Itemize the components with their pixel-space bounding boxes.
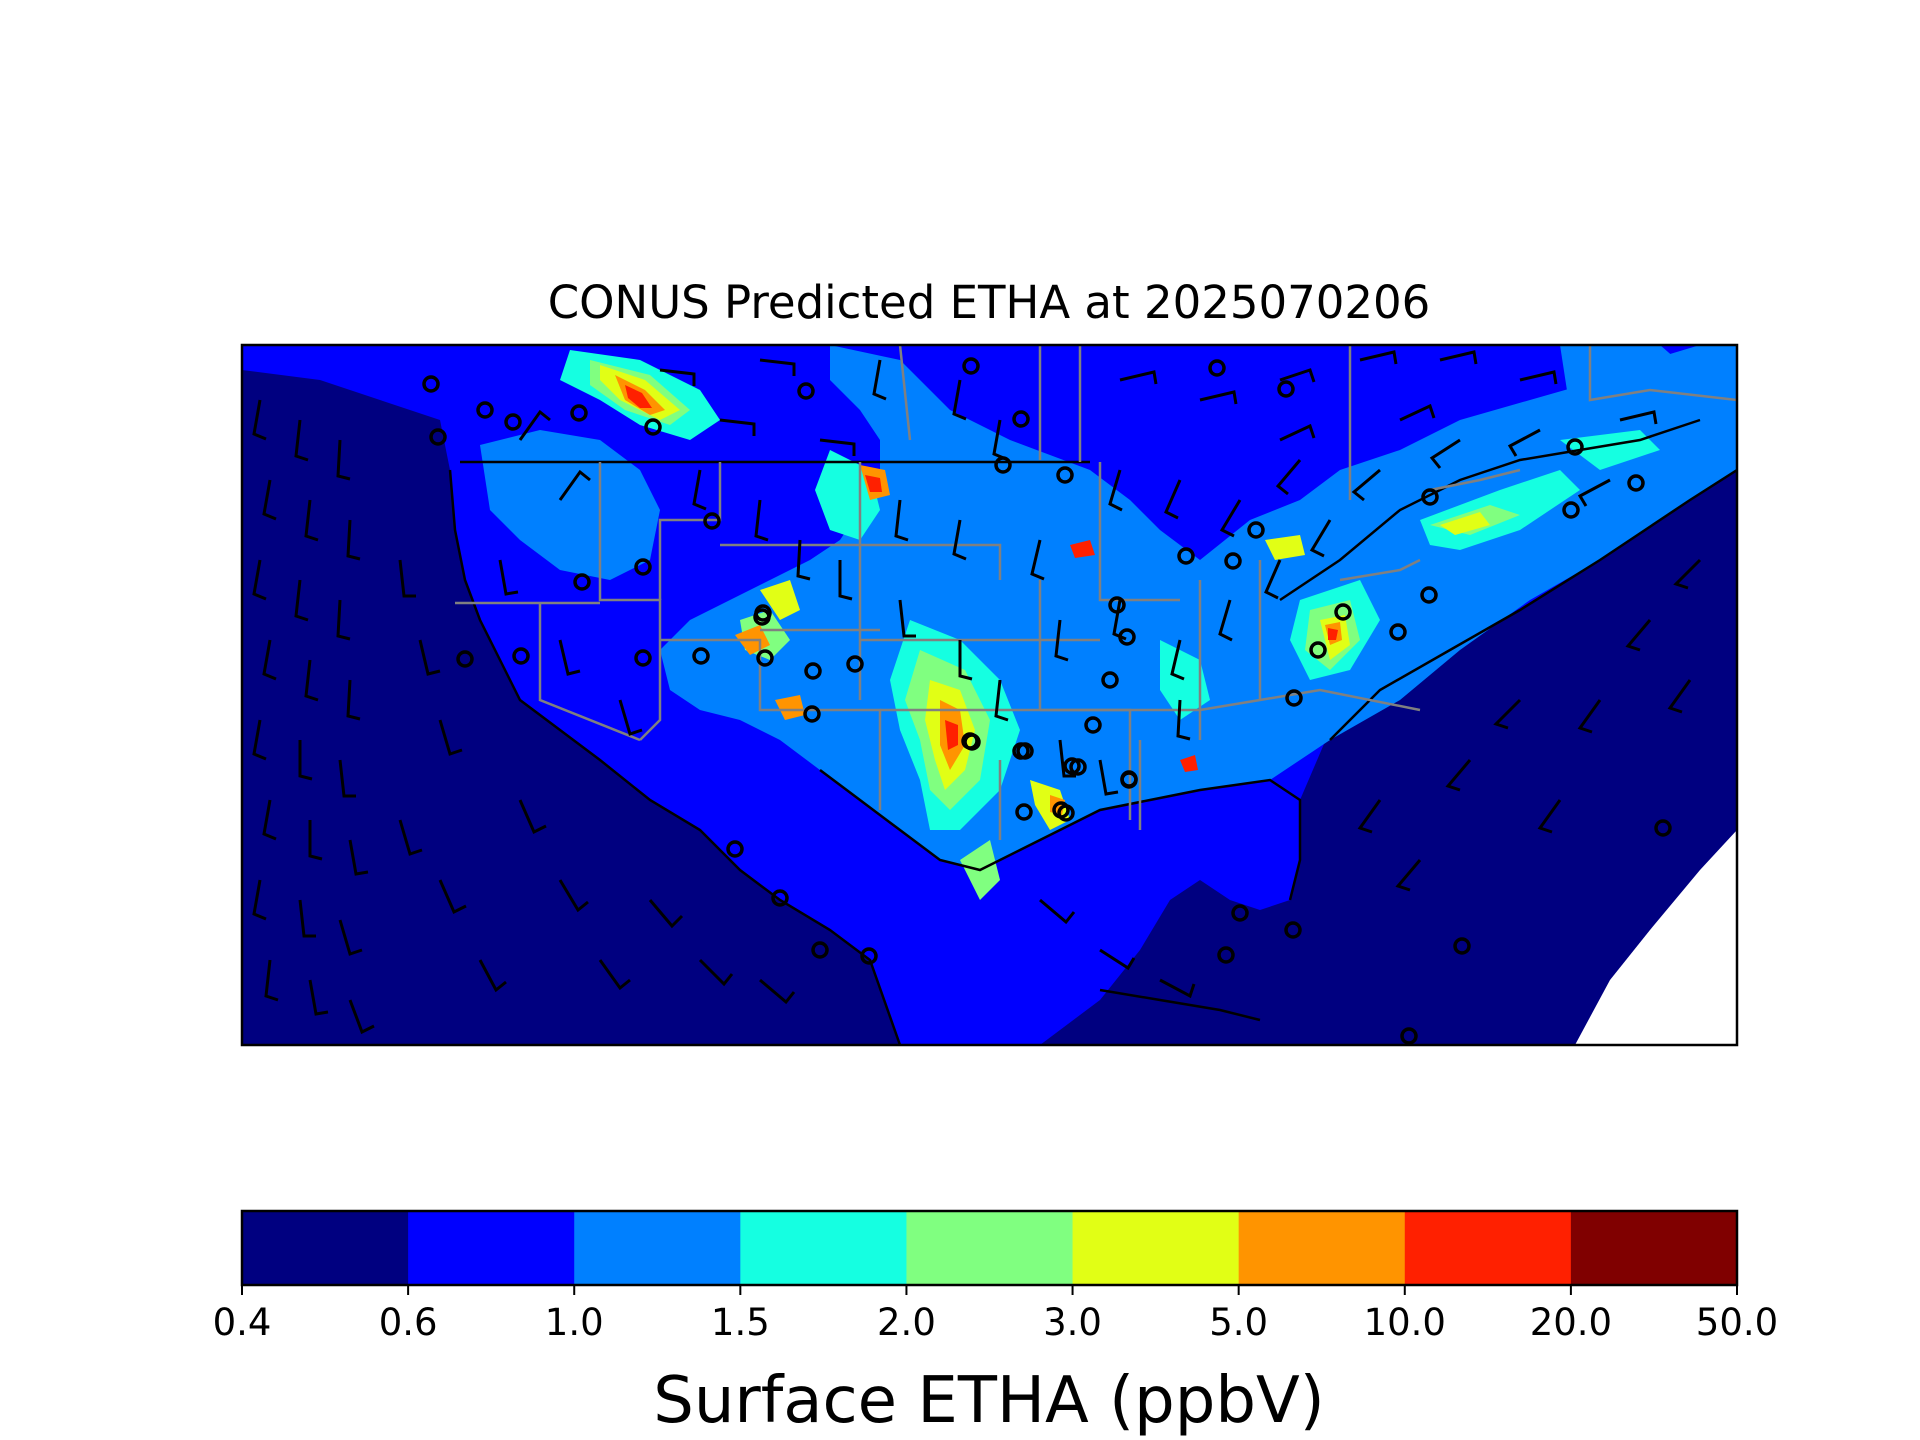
colorbar-tick-label: 10.0 (1364, 1301, 1446, 1344)
state-lines (455, 345, 1737, 840)
coastlines (448, 418, 1737, 1045)
colorbar-tick-label: 3.0 (1043, 1301, 1102, 1344)
outside-domain-area (1575, 830, 1737, 1045)
calm-markers (422, 357, 1672, 1045)
colorbar (242, 1211, 1738, 1285)
colorbar-segment (906, 1211, 1074, 1285)
concentration-10.0-20.0 (625, 385, 1338, 772)
colorbar-ticks: 0.4 0.6 1.0 1.5 2.0 3.0 5.0 10.0 20.0 50.0 (213, 1285, 1778, 1344)
colorbar-segment (1238, 1211, 1406, 1285)
colorbar-frame (240, 1209, 1739, 1287)
map-panel (242, 345, 1737, 1045)
colorbar-tick-label: 1.5 (711, 1301, 770, 1344)
colorbar-tick-label: 2.0 (877, 1301, 936, 1344)
map-frame (240, 343, 1739, 1047)
wind-barbs (252, 350, 1702, 1035)
chart-title: CONUS Predicted ETHA at 2025070206 (548, 276, 1431, 329)
colorbar-segment (408, 1211, 575, 1285)
colorbar-segment (1570, 1211, 1738, 1285)
colorbar-tick-label: 0.6 (379, 1301, 438, 1344)
colorbar-label: Surface ETHA (ppbV) (653, 1364, 1325, 1438)
colorbar-segment (1404, 1211, 1572, 1285)
colorbar-segment (574, 1211, 741, 1285)
colorbar-tick-label: 5.0 (1209, 1301, 1268, 1344)
colorbar-segment (740, 1211, 907, 1285)
colorbar-segment (1072, 1211, 1240, 1285)
colorbar-tick-label: 1.0 (545, 1301, 604, 1344)
colorbar-tick-label: 20.0 (1530, 1301, 1612, 1344)
colorbar-tick-label: 0.4 (213, 1301, 272, 1344)
colorbar-tick-label: 50.0 (1696, 1301, 1778, 1344)
colorbar-segment (242, 1211, 409, 1285)
